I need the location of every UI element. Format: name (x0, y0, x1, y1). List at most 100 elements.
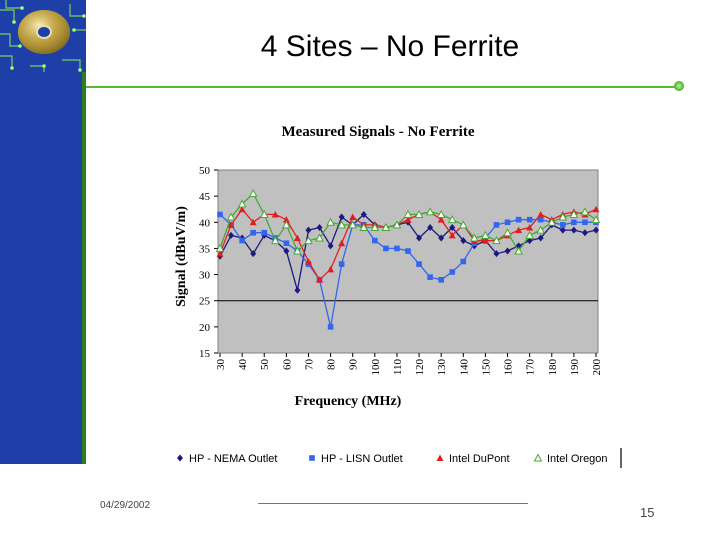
y-tick-label: 45 (199, 191, 211, 203)
data-point (559, 226, 566, 234)
disc-logo-icon (0, 0, 86, 72)
x-tick-label: 60 (281, 359, 293, 371)
data-point (436, 209, 446, 218)
x-tick-label: 190 (569, 359, 581, 376)
data-point (217, 211, 223, 218)
data-point (427, 224, 434, 232)
footer-divider (258, 503, 528, 504)
data-point (327, 324, 334, 330)
data-point (592, 205, 600, 213)
data-point (359, 222, 369, 232)
plot-area (217, 169, 599, 354)
x-tick-label: 100 (370, 359, 382, 376)
signal-chart: Measured Signals - No Ferrite 15 20 25 30 35 4… (174, 124, 622, 468)
x-tick-label: 180 (547, 359, 559, 376)
data-point (447, 215, 457, 224)
data-point (248, 188, 258, 198)
data-point (449, 269, 456, 275)
data-point (394, 245, 400, 252)
data-point (305, 226, 312, 234)
data-point (570, 226, 577, 234)
data-point (381, 222, 391, 232)
data-point (293, 234, 301, 241)
data-point (537, 216, 544, 223)
data-point (460, 258, 467, 265)
data-point (591, 215, 601, 224)
data-point (414, 209, 424, 218)
data-point (215, 243, 225, 252)
data-point (349, 213, 357, 221)
data-point (370, 222, 380, 232)
data-point (458, 220, 468, 229)
x-tick-label: 30 (215, 359, 227, 371)
x-tick-label: 40 (237, 359, 249, 371)
data-point (558, 212, 568, 221)
data-point (481, 230, 490, 239)
data-point (537, 210, 545, 218)
y-tick-label: 40 (199, 217, 211, 229)
data-point (449, 224, 456, 232)
x-tick-label: 80 (326, 359, 338, 371)
data-point (436, 454, 444, 461)
page-number: 15 (640, 505, 655, 520)
data-point (493, 222, 500, 228)
x-tick-label: 110 (392, 359, 404, 376)
data-point (503, 228, 512, 237)
data-point (403, 209, 413, 218)
legend-label: HP - LISN Outlet (321, 453, 403, 465)
x-tick-label: 170 (525, 359, 537, 376)
data-point (327, 242, 334, 250)
data-point (226, 212, 236, 221)
data-point (282, 220, 291, 229)
title-divider (86, 86, 680, 88)
data-point (337, 220, 346, 229)
data-point (492, 236, 501, 245)
x-tick-label: 150 (480, 359, 492, 376)
data-point (293, 246, 302, 255)
data-point (438, 234, 445, 242)
x-tick-label: 90 (348, 359, 360, 371)
data-point (569, 209, 579, 218)
data-point (571, 219, 577, 226)
data-point (250, 250, 257, 258)
y-tick-label: 15 (199, 348, 211, 360)
data-point (493, 250, 500, 258)
data-point (525, 230, 534, 239)
data-point (470, 233, 479, 242)
data-point (536, 225, 546, 234)
data-point (316, 224, 323, 232)
chart-title: Measured Signals - No Ferrite (281, 124, 474, 140)
data-point (316, 276, 324, 283)
data-point (338, 261, 345, 267)
data-point (338, 239, 346, 247)
y-tick-label: 20 (199, 322, 211, 334)
data-point (177, 454, 183, 462)
legend-label: Intel DuPont (449, 453, 510, 465)
data-point (416, 234, 423, 242)
data-point (580, 207, 590, 216)
data-point (327, 265, 335, 273)
data-point (515, 226, 523, 234)
data-point (383, 245, 389, 252)
data-point (481, 237, 489, 244)
data-point (515, 216, 522, 223)
sidebar-edge (82, 0, 86, 464)
legend-label: HP - NEMA Outlet (189, 453, 277, 465)
data-point (438, 277, 444, 283)
data-point (283, 240, 290, 246)
data-point (283, 247, 290, 255)
data-point (326, 217, 335, 226)
legend-label: Intel Oregon (547, 453, 608, 465)
slide-title: 4 Sites – No Ferrite (260, 30, 520, 63)
data-point (249, 218, 257, 226)
data-point (271, 210, 279, 218)
data-point (338, 213, 345, 221)
data-point (238, 205, 246, 213)
data-point (460, 237, 467, 245)
data-point (448, 231, 456, 239)
data-point (315, 233, 324, 242)
data-point (372, 237, 378, 244)
data-point (504, 219, 511, 226)
x-tick-label: 130 (436, 359, 448, 376)
data-point (360, 210, 367, 218)
